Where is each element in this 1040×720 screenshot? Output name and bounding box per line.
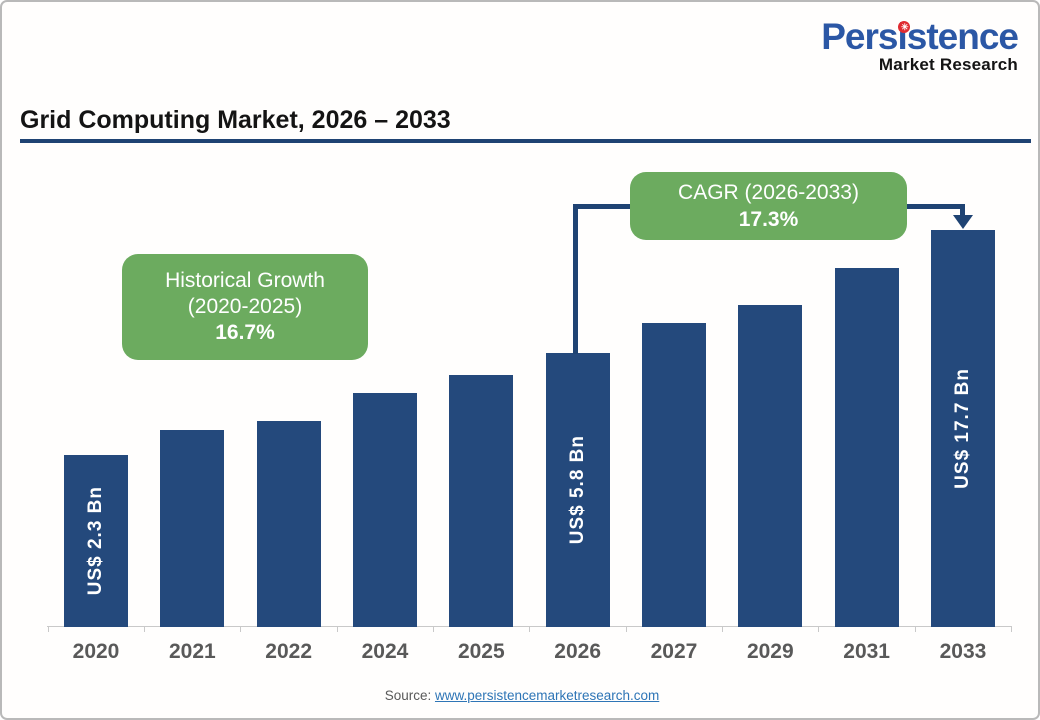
x-axis-label-2020: 2020 [72,640,120,663]
axis-tick [336,626,338,632]
axis-tick [47,626,49,632]
axis-tick [240,626,242,632]
axis-tick [529,626,531,632]
x-axis-label-2022: 2022 [265,640,313,663]
bar-2021 [160,430,225,627]
bar-value-label-2033: US$ 17.7 Bn [951,368,973,489]
historical-growth-line2: (2020-2025) [187,294,303,318]
logo-star-icon: ✳ [898,21,911,33]
x-axis-label-2027: 2027 [650,640,698,663]
logo: Persistence ✳ Market Research [821,16,1019,75]
historical-growth-value: 16.7% [215,321,275,345]
bar-2026: US$ 5.8 Bn [545,353,610,627]
axis-tick [914,626,916,632]
axis-tick [818,626,820,632]
x-axis-label-2025: 2025 [457,640,505,663]
bar-2022 [256,421,321,627]
historical-growth-line1: Historical Growth [165,268,325,292]
logo-brand-label: Persistence [821,16,1019,57]
x-axis-label-2029: 2029 [746,640,794,663]
x-axis-label-2031: 2031 [843,640,890,663]
bar-2033: US$ 17.7 Bn [930,230,995,627]
historical-growth-callout: Historical Growth (2020-2025) 16.7% [122,254,368,360]
source-link[interactable]: www.persistencemarketresearch.com [434,688,660,703]
bar-2024 [352,393,417,627]
page-title: Grid Computing Market, 2026 – 2033 [20,106,451,134]
bar-2031 [834,268,899,627]
bar-2027 [641,323,706,627]
x-axis-label-2021: 2021 [168,640,216,663]
bar-2029 [738,305,803,627]
cagr-line1: CAGR (2026-2033) [678,180,859,204]
x-axis-label-2024: 2024 [361,640,409,663]
axis-tick [144,626,146,632]
cagr-connector-right-vertical [960,204,965,217]
cagr-connector-left-vertical [573,204,578,354]
bar-value-label-2020: US$ 2.3 Bn [85,486,106,596]
bar-2020: US$ 2.3 Bn [64,455,128,627]
title-underline [20,139,1031,143]
logo-brand-text: Persistence ✳ [821,16,1019,57]
axis-tick [433,626,435,632]
x-axis-label-2033: 2033 [939,640,987,663]
cagr-callout: CAGR (2026-2033) 17.3% [630,172,907,240]
bar-value-label-2026: US$ 5.8 Bn [566,435,588,545]
axis-tick [625,626,627,632]
x-axis-label-2026: 2026 [554,640,601,663]
source-line: Source: www.persistencemarketresearch.co… [2,688,1038,703]
source-prefix: Source: [384,688,435,703]
axis-tick [722,626,724,632]
cagr-connector-left-horizontal [573,204,633,209]
cagr-value: 17.3% [738,208,799,231]
arrow-down-icon [953,215,973,229]
logo-subtitle: Market Research [878,54,1018,74]
cagr-connector-right-horizontal [905,204,965,209]
bar-2025 [449,375,514,627]
axis-tick [1011,626,1013,632]
